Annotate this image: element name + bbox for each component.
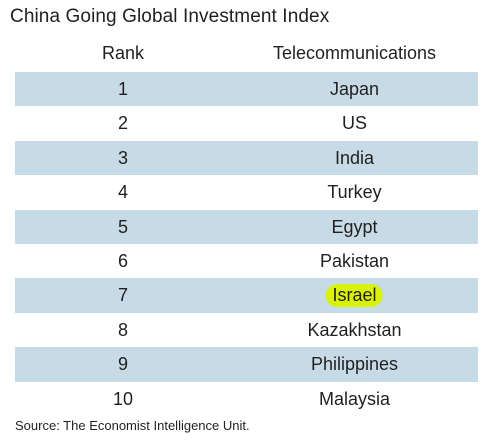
source-note: Source: The Economist Intelligence Unit. bbox=[15, 418, 250, 433]
country-cell: Kazakhstan bbox=[307, 319, 402, 340]
ranking-table: 1 Japan 2 US 3 India 4 Turkey 5 Egypt 6 Pakistan 7 Is… bbox=[15, 72, 478, 416]
country-cell: Pakistan bbox=[319, 250, 390, 271]
country-cell: Turkey bbox=[327, 182, 382, 203]
table-row: 2 US bbox=[15, 106, 478, 141]
highlighted-country: Israel bbox=[326, 284, 383, 308]
rank-cell: 5 bbox=[117, 216, 128, 237]
page-title: China Going Global Investment Index bbox=[10, 6, 330, 27]
table-row: 1 Japan bbox=[15, 72, 478, 107]
table-row: 4 Turkey bbox=[15, 175, 478, 210]
rank-cell: 7 bbox=[117, 285, 128, 306]
table-row: 6 Pakistan bbox=[15, 243, 478, 279]
rank-cell: 2 bbox=[117, 113, 128, 134]
table-row: 3 India bbox=[15, 140, 478, 176]
rank-cell: 3 bbox=[117, 147, 128, 168]
table-header: Rank Telecommunications bbox=[15, 36, 478, 70]
table-row: 7 Israel bbox=[15, 278, 478, 313]
country-cell: Malaysia bbox=[318, 388, 391, 409]
rank-cell: 9 bbox=[117, 354, 128, 375]
rank-cell: 8 bbox=[117, 319, 128, 340]
table-row: 5 Egypt bbox=[15, 209, 478, 244]
country-cell: US bbox=[341, 113, 367, 134]
rank-column-header: Rank bbox=[101, 43, 145, 63]
rank-cell: 10 bbox=[112, 388, 134, 409]
rank-cell: 4 bbox=[117, 182, 128, 203]
table-row: 10 Malaysia bbox=[15, 381, 478, 416]
country-cell: Israel bbox=[231, 278, 478, 312]
table-row: 8 Kazakhstan bbox=[15, 312, 478, 348]
country-cell: India bbox=[334, 147, 375, 168]
table-row: 9 Philippines bbox=[15, 347, 478, 382]
country-cell: Egypt bbox=[331, 216, 378, 237]
telecommunications-column-header: Telecommunications bbox=[272, 43, 437, 63]
rank-cell: 1 bbox=[117, 79, 128, 99]
country-cell: Japan bbox=[329, 79, 380, 99]
country-cell: Philippines bbox=[310, 354, 399, 375]
rank-cell: 6 bbox=[117, 250, 128, 271]
